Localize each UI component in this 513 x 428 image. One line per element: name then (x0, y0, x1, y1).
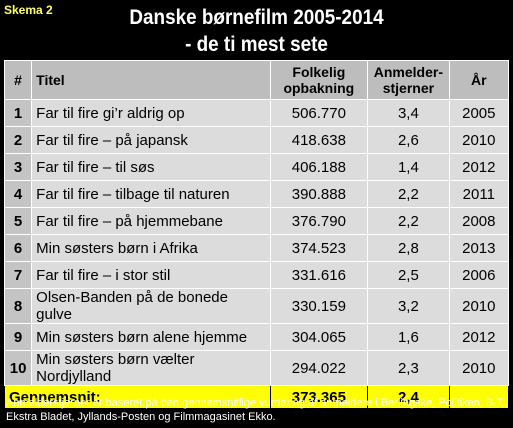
cell: 374.523 (269, 234, 369, 262)
row: 1 Far til fire gi’r aldrig op 506.770 3,4 20… (3, 99, 510, 127)
cell: 3 (3, 153, 33, 181)
cell: 304.065 (269, 323, 369, 351)
cell: 4 (3, 180, 33, 208)
row: 2 Far til fire – på japansk 418.638 2,6 2010 (3, 126, 510, 154)
cell: Min søsters børn i Afrika (31, 234, 271, 262)
cell: 3,4 (367, 99, 450, 127)
cell: 331.616 (269, 261, 369, 289)
cell: 2012 (448, 323, 510, 351)
average-label: Gennemsnit: (4, 385, 271, 409)
subtitle: - de ti mest sete (185, 33, 328, 56)
cell: Far til fire – tilbage til naturen (31, 180, 271, 208)
cell: 2,2 (367, 180, 450, 208)
cell: 330.159 (269, 288, 369, 324)
row: 3 Far til fire – til søs 406.188 1,4 2012 (3, 153, 510, 181)
average-audience: 373.365 (269, 385, 369, 409)
cell: 2,6 (367, 126, 450, 154)
row: 4 Far til fire – tilbage til naturen 390.8… (3, 180, 510, 208)
cell: Min søsters børn vælter Nordjylland (31, 350, 271, 386)
cell: 2,2 (367, 207, 450, 235)
cell: 2008 (448, 207, 510, 235)
average-stars: 2,4 (367, 385, 450, 409)
table: # Titel Folkelig opbakning Anmelder-stjerne… (3, 60, 510, 409)
cell: 2010 (448, 350, 510, 386)
row: 6 Min søsters børn i Afrika 374.523 2,8 2013 (3, 234, 510, 262)
cell: 418.638 (269, 126, 369, 154)
column-header: Titel (31, 60, 271, 100)
cell: 2013 (448, 234, 510, 262)
cell: 294.022 (269, 350, 369, 386)
cell: 2010 (448, 126, 510, 154)
cell: 2010 (448, 288, 510, 324)
cell: 376.790 (269, 207, 369, 235)
cell: 1,4 (367, 153, 450, 181)
cell: 2,8 (367, 234, 450, 262)
cell: 2012 (448, 153, 510, 181)
row: 8 Olsen-Banden på de bonede gulve 330.159 3… (3, 288, 510, 324)
title-block: Danske børnefilm 2005-2014 - de ti mest … (0, 4, 513, 58)
row: 10 Min søsters børn vælter Nordjylland 294… (3, 350, 510, 386)
cell: Far til fire – på japansk (31, 126, 271, 154)
column-header: # (3, 60, 33, 100)
title: Danske børnefilm 2005-2014 (129, 6, 384, 29)
cell: 2,3 (367, 350, 450, 386)
cell: 2006 (448, 261, 510, 289)
cell: 1,6 (367, 323, 450, 351)
cell: 9 (3, 323, 33, 351)
cell: Far til fire – i stor stil (31, 261, 271, 289)
column-header: Folkelig opbakning (269, 60, 369, 100)
cell: 2,5 (367, 261, 450, 289)
cell: 6 (3, 234, 33, 262)
cell: Far til fire – til søs (31, 153, 271, 181)
cell: Min søsters børn alene hjemme (31, 323, 271, 351)
cell: 2005 (448, 99, 510, 127)
cell: 10 (3, 350, 33, 386)
cell: Far til fire – på hjemmebane (31, 207, 271, 235)
cell: 3,2 (367, 288, 450, 324)
cell: 7 (3, 261, 33, 289)
average-row: Gennemsnit: 373.365 2,4 (4, 385, 510, 409)
cell: 1 (3, 99, 33, 127)
cell: Far til fire gi’r aldrig op (31, 99, 271, 127)
cell: 5 (3, 207, 33, 235)
cell: 8 (3, 288, 33, 324)
row: 5 Far til fire – på hjemmebane 376.790 2,2 2… (3, 207, 510, 235)
cell: 390.888 (269, 180, 369, 208)
empty-cell (448, 385, 510, 409)
cell: 506.770 (269, 99, 369, 127)
column-header: År (448, 60, 510, 100)
row: 7 Far til fire – i stor stil 331.616 2,5 200… (3, 261, 510, 289)
note: Anmelderstjerner er baseret på den genne… (6, 397, 508, 423)
row: 9 Min søsters børn alene hjemme 304.065 1,6… (3, 323, 510, 351)
label: Skema 2 (4, 3, 53, 17)
cell: 2 (3, 126, 33, 154)
cell: 2011 (448, 180, 510, 208)
cell: Olsen-Banden på de bonede gulve (31, 288, 271, 324)
column-header: Anmelder-stjerner (367, 60, 450, 100)
header-row: # Titel Folkelig opbakning Anmelder-stjerne… (3, 60, 510, 100)
cell: 406.188 (269, 153, 369, 181)
